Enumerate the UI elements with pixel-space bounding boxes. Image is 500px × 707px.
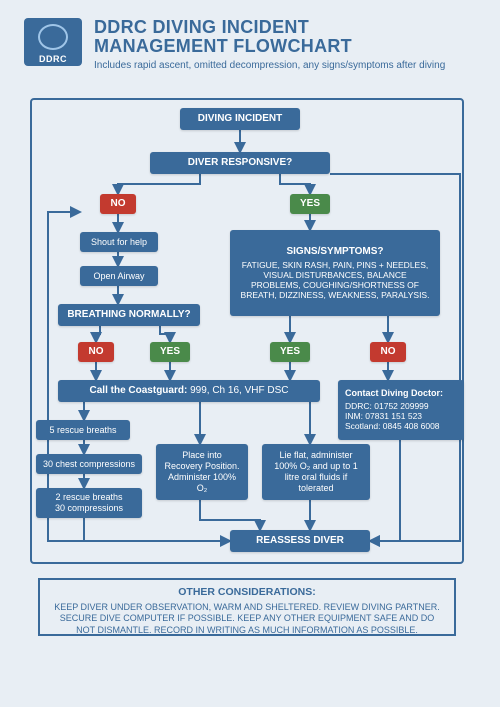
node-start: DIVING INCIDENT: [180, 108, 300, 130]
ddrc-logo: [24, 18, 82, 66]
node-lieflat: Lie flat, administer 100% O₂ and up to 1…: [262, 444, 370, 500]
node-breath_no: NO: [78, 342, 114, 362]
node-resp_no: NO: [100, 194, 136, 214]
main-title: DDRC DIVING INCIDENT MANAGEMENT FLOWCHAR…: [94, 18, 476, 57]
node-resp_yes: YES: [290, 194, 330, 214]
title-block: DDRC DIVING INCIDENT MANAGEMENT FLOWCHAR…: [94, 18, 476, 72]
header: DDRC DIVING INCIDENT MANAGEMENT FLOWCHAR…: [0, 0, 500, 78]
footer-body: KEEP DIVER UNDER OBSERVATION, WARM AND S…: [54, 602, 440, 635]
node-shout: Shout for help: [80, 232, 158, 252]
title-line-1: DDRC DIVING INCIDENT: [94, 17, 309, 37]
node-r5: 5 rescue breaths: [36, 420, 130, 440]
logo-graphic: [38, 24, 68, 50]
node-recovery: Place into Recovery Position. Administer…: [156, 444, 248, 500]
node-contact: Contact Diving Doctor:DDRC: 01752 209999…: [338, 380, 464, 440]
footer-title: OTHER CONSIDERATIONS:: [50, 586, 444, 600]
node-airway: Open Airway: [80, 266, 158, 286]
node-signs_no: NO: [370, 342, 406, 362]
node-breath_yes: YES: [150, 342, 190, 362]
node-c30: 30 chest compressions: [36, 454, 142, 474]
node-signs_yes: YES: [270, 342, 310, 362]
node-reassess: REASSESS DIVER: [230, 530, 370, 552]
node-breathing: BREATHING NORMALLY?: [58, 304, 200, 326]
node-r2c30: 2 rescue breaths 30 compressions: [36, 488, 142, 518]
flowchart-canvas: DIVING INCIDENT DIVER RESPONSIVE? NO YES Sho…: [0, 92, 500, 692]
node-coastguard: Call the Coastguard: 999, Ch 16, VHF DSC: [58, 380, 320, 402]
subtitle: Includes rapid ascent, omitted decompres…: [94, 60, 476, 73]
other-considerations: OTHER CONSIDERATIONS: KEEP DIVER UNDER O…: [38, 578, 456, 636]
title-line-2: MANAGEMENT FLOWCHART: [94, 36, 352, 56]
node-signs: SIGNS/SYMPTOMS?FATIGUE, SKIN RASH, PAIN,…: [230, 230, 440, 316]
node-responsive: DIVER RESPONSIVE?: [150, 152, 330, 174]
